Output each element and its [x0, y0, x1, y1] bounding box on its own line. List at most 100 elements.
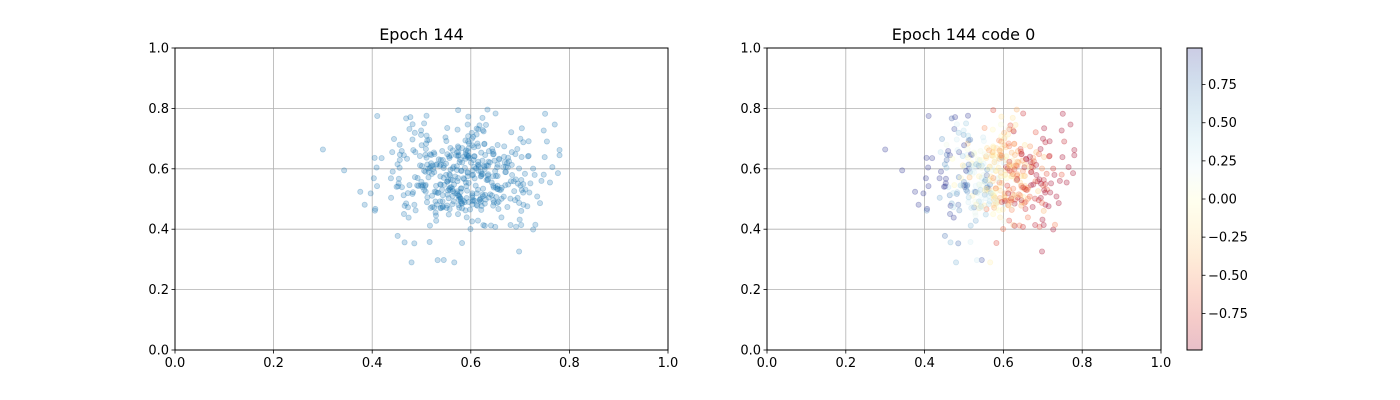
- scatter-point: [490, 197, 497, 204]
- scatter-point: [445, 211, 452, 218]
- scatter-point: [974, 189, 981, 196]
- scatter-point: [1030, 158, 1037, 165]
- scatter-point: [400, 152, 407, 159]
- scatter-point: [442, 160, 449, 167]
- scatter-point: [446, 206, 453, 213]
- scatter-point: [475, 163, 482, 170]
- scatter-point: [937, 168, 944, 175]
- scatter-point: [1006, 158, 1013, 165]
- scatter-point: [469, 190, 476, 197]
- scatter-point: [912, 188, 919, 195]
- scatter-point: [953, 190, 960, 197]
- scatter-point: [963, 167, 970, 174]
- scatter-point: [954, 189, 961, 196]
- scatter-point: [511, 188, 518, 195]
- colorbar-tick-label: −0.25: [1208, 231, 1248, 246]
- scatter-point: [1033, 149, 1040, 156]
- scatter-point: [925, 112, 932, 119]
- scatter-point: [993, 200, 1000, 207]
- scatter-point: [556, 147, 563, 154]
- scatter-point: [404, 155, 411, 162]
- scatter-point: [530, 226, 537, 233]
- scatter-point: [465, 138, 472, 145]
- scatter-point: [484, 177, 491, 184]
- scatter-point: [986, 198, 993, 205]
- scatter-point: [996, 155, 1003, 162]
- scatter-point: [441, 181, 448, 188]
- scatter-point: [468, 135, 475, 142]
- scatter-point: [429, 192, 436, 199]
- scatter-point: [1008, 149, 1015, 156]
- scatter-point: [483, 162, 490, 169]
- scatter-point: [996, 150, 1003, 157]
- x-tick-label: 0.6: [993, 356, 1014, 371]
- scatter-point: [982, 211, 989, 218]
- scatter-point: [465, 133, 472, 140]
- right-plot-points: [882, 106, 1078, 266]
- scatter-point: [469, 172, 476, 179]
- scatter-point: [475, 158, 482, 165]
- scatter-point: [415, 183, 422, 190]
- scatter-point: [435, 156, 442, 163]
- scatter-point: [964, 151, 971, 158]
- scatter-point: [469, 167, 476, 174]
- scatter-point: [995, 176, 1002, 183]
- colorbar-tick-label: −0.50: [1208, 269, 1248, 284]
- scatter-point: [955, 240, 962, 247]
- scatter-point: [998, 113, 1005, 120]
- scatter-point: [1051, 171, 1058, 178]
- scatter-point: [1039, 216, 1046, 223]
- scatter-point: [479, 171, 486, 178]
- scatter-point: [477, 198, 484, 205]
- scatter-point: [963, 186, 970, 193]
- colorbar: 0.75 0.50 0.25 0.00 −0.25 −0.50 −0.75: [1186, 47, 1248, 351]
- scatter-point: [1017, 179, 1024, 186]
- scatter-point: [969, 192, 976, 199]
- scatter-point: [481, 200, 488, 207]
- scatter-point: [952, 114, 959, 121]
- scatter-point: [1005, 140, 1012, 147]
- scatter-point: [427, 151, 434, 158]
- scatter-point: [414, 182, 421, 189]
- scatter-point: [461, 153, 468, 160]
- scatter-point: [963, 183, 970, 190]
- scatter-point: [978, 203, 985, 210]
- scatter-point: [1001, 135, 1008, 142]
- scatter-point: [956, 207, 963, 214]
- scatter-point: [546, 179, 553, 186]
- scatter-point: [1004, 165, 1011, 172]
- scatter-point: [458, 167, 465, 174]
- scatter-point: [471, 175, 478, 182]
- scatter-point: [1012, 121, 1019, 128]
- scatter-point: [488, 179, 495, 186]
- scatter-point: [451, 181, 458, 188]
- scatter-point: [490, 182, 497, 189]
- scatter-point: [426, 239, 433, 246]
- scatter-point: [1056, 177, 1063, 184]
- scatter-point: [398, 148, 405, 155]
- scatter-point: [995, 164, 1002, 171]
- scatter-point: [993, 145, 1000, 152]
- scatter-point: [496, 155, 503, 162]
- scatter-point: [455, 192, 462, 199]
- scatter-point: [481, 141, 488, 148]
- left-plot-axes-frame: [174, 47, 669, 351]
- scatter-point: [976, 157, 983, 164]
- y-tick-label: 0.8: [148, 102, 169, 117]
- scatter-point: [395, 175, 402, 182]
- scatter-point: [454, 149, 461, 156]
- scatter-point: [1048, 180, 1055, 187]
- scatter-point: [971, 188, 978, 195]
- scatter-point: [490, 151, 497, 158]
- scatter-point: [959, 162, 966, 169]
- scatter-point: [516, 248, 523, 255]
- scatter-point: [471, 144, 478, 151]
- x-tick-label: 0.4: [362, 356, 383, 371]
- scatter-point: [444, 124, 451, 131]
- scatter-point: [991, 158, 998, 165]
- scatter-point: [943, 156, 950, 163]
- scatter-point: [456, 194, 463, 201]
- scatter-point: [482, 152, 489, 159]
- scatter-point: [473, 165, 480, 172]
- scatter-point: [1046, 138, 1053, 145]
